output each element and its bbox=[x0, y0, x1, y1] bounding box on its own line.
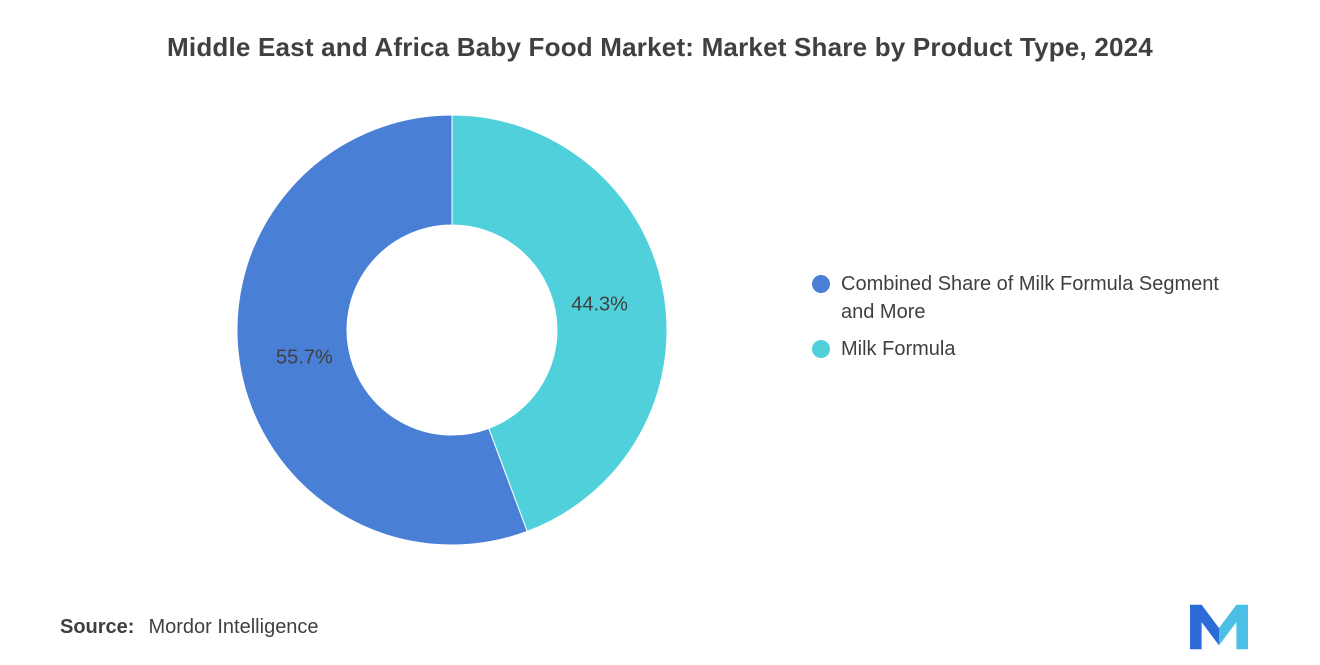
pie-slice-0 bbox=[237, 115, 528, 545]
legend-label-milk-formula: Milk Formula bbox=[841, 338, 956, 360]
legend-item-milk-formula: Milk Formula bbox=[812, 335, 1292, 363]
pie-slice-1 bbox=[451, 115, 667, 533]
slice-value-label-0: 55.7% bbox=[276, 347, 333, 369]
logo-left-shape bbox=[1190, 604, 1219, 650]
source-line: Source: Mordor Intelligence bbox=[60, 616, 319, 639]
legend: Combined Share of Milk Formula Segment a… bbox=[812, 270, 1292, 372]
source-value: Mordor Intelligence bbox=[148, 616, 319, 638]
legend-label-combined-share: Combined Share of Milk Formula Segment a… bbox=[841, 273, 1219, 323]
slice-value-label-1: 44.3% bbox=[571, 293, 628, 315]
legend-swatch-combined-share bbox=[812, 275, 830, 293]
chart-title: Middle East and Africa Baby Food Market:… bbox=[167, 32, 1153, 62]
legend-item-combined-share: Combined Share of Milk Formula Segment a… bbox=[812, 270, 1292, 326]
logo-right-shape bbox=[1219, 604, 1248, 650]
legend-swatch-milk-formula bbox=[812, 340, 830, 358]
mordor-intelligence-logo bbox=[1190, 604, 1248, 650]
donut-chart: 55.7% 44.3% bbox=[237, 115, 667, 545]
source-label: Source: bbox=[60, 616, 135, 638]
